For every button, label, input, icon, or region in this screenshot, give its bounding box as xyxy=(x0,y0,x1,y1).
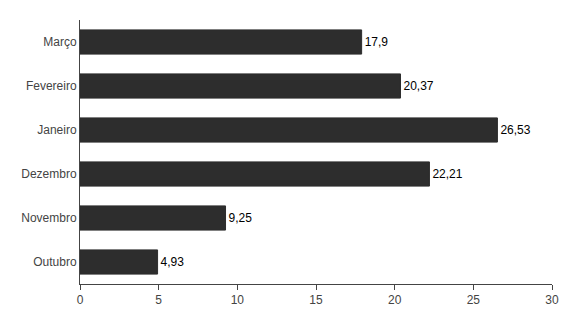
svg-text:Novembro: Novembro xyxy=(21,211,77,225)
svg-text:10: 10 xyxy=(231,293,245,307)
svg-text:Março: Março xyxy=(43,35,77,49)
svg-text:Dezembro: Dezembro xyxy=(21,167,77,181)
svg-text:15: 15 xyxy=(309,293,323,307)
svg-text:Fevereiro: Fevereiro xyxy=(26,79,77,93)
svg-text:17,9: 17,9 xyxy=(365,35,389,49)
svg-text:30: 30 xyxy=(545,293,559,307)
svg-text:22,21: 22,21 xyxy=(432,167,462,181)
svg-text:9,25: 9,25 xyxy=(229,211,253,225)
svg-text:4,93: 4,93 xyxy=(161,255,185,269)
svg-text:25: 25 xyxy=(467,293,481,307)
svg-text:20,37: 20,37 xyxy=(403,79,433,93)
svg-text:20: 20 xyxy=(388,293,402,307)
svg-text:Janeiro: Janeiro xyxy=(37,123,77,137)
svg-text:0: 0 xyxy=(77,293,84,307)
svg-text:26,53: 26,53 xyxy=(500,123,530,137)
svg-text:5: 5 xyxy=(155,293,162,307)
svg-text:Outubro: Outubro xyxy=(33,255,77,269)
